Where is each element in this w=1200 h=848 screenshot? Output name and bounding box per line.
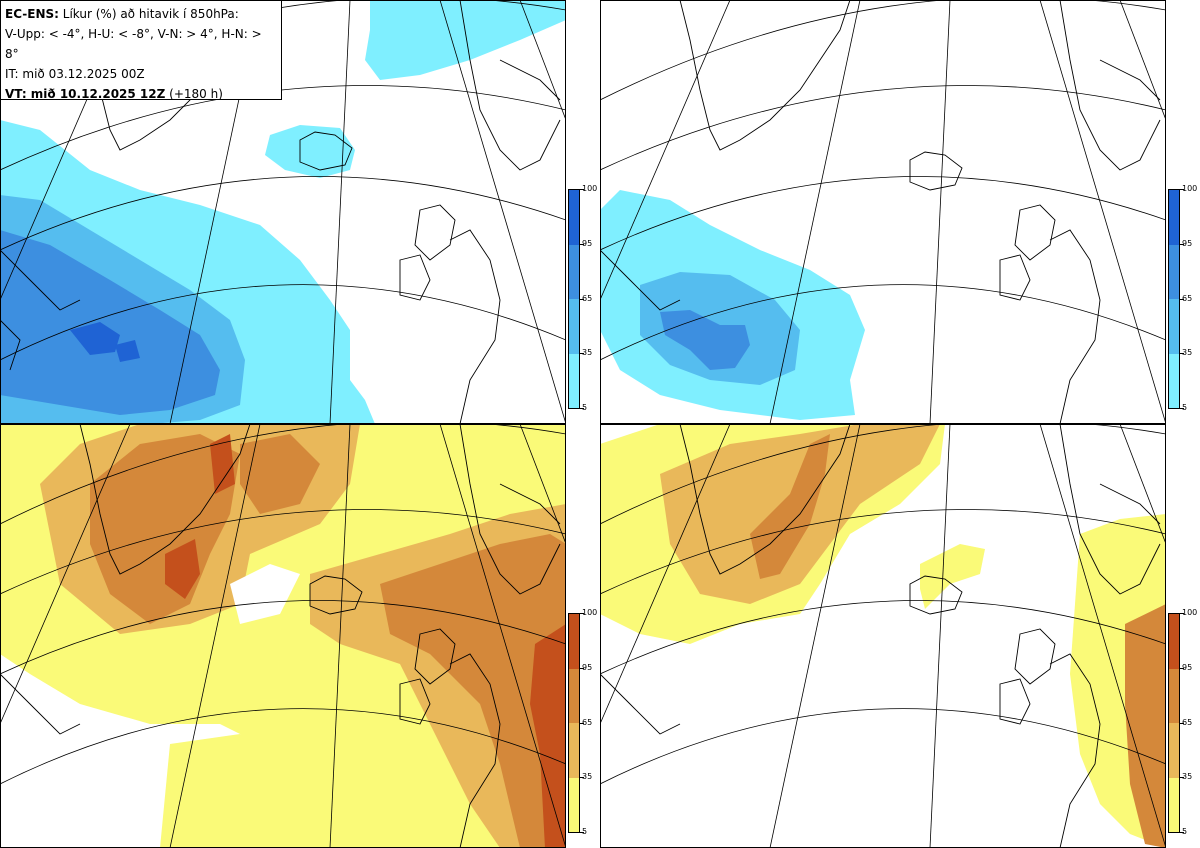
colorbar-segment [1169, 614, 1179, 669]
colorbar-tick-label: 5 [1182, 403, 1188, 412]
colorbar-tick-label: 35 [1182, 348, 1193, 358]
colorbar-warm-bottom-left [568, 613, 580, 833]
colorbar-warm-bottom-right [1168, 613, 1180, 833]
colorbar-tick-label: 5 [1182, 827, 1188, 836]
colorbar-tickmark [580, 667, 584, 669]
graticule [600, 0, 1166, 424]
colorbar-tickmark [580, 777, 584, 779]
colorbar-segment [569, 777, 579, 832]
prob-area-5-35-iceland [265, 125, 355, 178]
colorbar-tickmark [580, 613, 584, 614]
colorbar-tickmark [1180, 722, 1184, 724]
prob-area-65-95 [90, 434, 240, 624]
colorbar-tick-label: 100 [582, 184, 598, 193]
prob-area-95-100 [70, 322, 120, 355]
colorbar-segment [1169, 668, 1179, 723]
colorbar-tickmark [1180, 298, 1184, 300]
graticule [600, 424, 1166, 848]
colorbar-segment [1169, 723, 1179, 778]
colorbar-segment [569, 299, 579, 354]
colorbar-tickmark [580, 189, 584, 190]
colorbar-tick-label: 35 [582, 772, 593, 782]
init-time-text: IT: mið 03.12.2025 00Z [5, 67, 145, 81]
colorbar-tickmark [580, 408, 584, 409]
colorbar-segment [569, 668, 579, 723]
colorbar-tickmark [580, 298, 584, 300]
prob-area-65-95 [0, 230, 220, 415]
no-signal-area [230, 564, 300, 624]
colorbar-segment [569, 614, 579, 669]
colorbar-tickmark [1180, 777, 1184, 779]
colorbar-segment [1169, 244, 1179, 299]
prob-area-5-35-south [160, 734, 380, 848]
prob-area-95-100-b [115, 340, 140, 362]
model-label: EC-ENS: [5, 7, 59, 21]
probability-map-cold-minus4 [0, 0, 566, 424]
probability-map-warm-plus8 [600, 424, 1166, 848]
colorbar-tick-label: 95 [582, 238, 593, 248]
colorbar-tick-label: 5 [582, 827, 588, 836]
probability-map-warm-plus4 [0, 424, 566, 848]
lead-time-text: (+180 h) [169, 87, 223, 101]
map-panel-cold-minus8 [600, 0, 1166, 424]
prob-area-65-95 [660, 310, 750, 370]
graticule [0, 424, 566, 848]
colorbar-cold-top-right [1168, 189, 1180, 409]
colorbar-tick-label: 65 [582, 717, 593, 727]
coastlines [600, 424, 1161, 848]
prob-area-65-95-b [240, 434, 320, 514]
coastlines [0, 424, 561, 848]
colorbar-tick-label: 95 [1182, 238, 1193, 248]
colorbar-tickmark [580, 353, 584, 355]
thresholds-text: V-Upp: < -4°, H-U: < -8°, V-N: > 4°, H-N… [5, 27, 262, 61]
prob-area-95-100-b [210, 434, 235, 494]
colorbar-segment [569, 190, 579, 245]
colorbar-tickmark [1180, 189, 1184, 190]
colorbar-tick-label: 5 [582, 403, 588, 412]
info-box: EC-ENS: Líkur (%) að hitavik í 850hPa: V… [0, 0, 282, 101]
colorbar-segment [569, 244, 579, 299]
colorbar-tick-label: 100 [1182, 608, 1198, 617]
valid-time-text: VT: mið 10.12.2025 12Z [5, 87, 166, 101]
colorbar-segment [1169, 777, 1179, 832]
colorbar-tick-label: 35 [1182, 772, 1193, 782]
colorbar-tickmark [1180, 832, 1184, 833]
colorbar-tickmark [1180, 243, 1184, 245]
coastlines [0, 0, 561, 424]
colorbar-tick-label: 65 [1182, 293, 1193, 303]
colorbar-segment [1169, 190, 1179, 245]
map-panel-warm-plus8 [600, 424, 1166, 848]
prob-area-95-100 [165, 539, 200, 599]
prob-area-95-100-east [530, 624, 566, 848]
colorbar-tick-label: 100 [1182, 184, 1198, 193]
prob-area-65-95 [750, 434, 830, 579]
colorbar-segment [569, 353, 579, 408]
title-text: Líkur (%) að hitavik í 850hPa: [62, 7, 239, 21]
colorbar-tick-label: 65 [582, 293, 593, 303]
probability-map-cold-minus8 [600, 0, 1166, 424]
map-panel-cold-minus4: EC-ENS: Líkur (%) að hitavik í 850hPa: V… [0, 0, 566, 424]
map-panel-warm-plus4 [0, 424, 566, 848]
colorbar-tick-label: 95 [582, 662, 593, 672]
colorbar-tickmark [1180, 408, 1184, 409]
colorbar-segment [1169, 353, 1179, 408]
colorbar-tickmark [1180, 613, 1184, 614]
colorbar-tick-label: 95 [1182, 662, 1193, 672]
colorbar-tickmark [580, 722, 584, 724]
colorbar-segment [569, 723, 579, 778]
colorbar-tick-label: 65 [1182, 717, 1193, 727]
prob-area-5-35-iceland [920, 544, 985, 609]
prob-area-65-95-east [380, 534, 566, 848]
prob-area-5-35-north [365, 0, 566, 80]
colorbar-tickmark [1180, 667, 1184, 669]
prob-area-65-95-east [1125, 604, 1166, 848]
colorbar-tickmark [1180, 353, 1184, 355]
colorbar-segment [1169, 299, 1179, 354]
colorbar-cold-top-left [568, 189, 580, 409]
coastlines [600, 0, 1161, 424]
colorbar-tick-label: 100 [582, 608, 598, 617]
colorbar-tickmark [580, 832, 584, 833]
colorbar-tick-label: 35 [582, 348, 593, 358]
colorbar-tickmark [580, 243, 584, 245]
